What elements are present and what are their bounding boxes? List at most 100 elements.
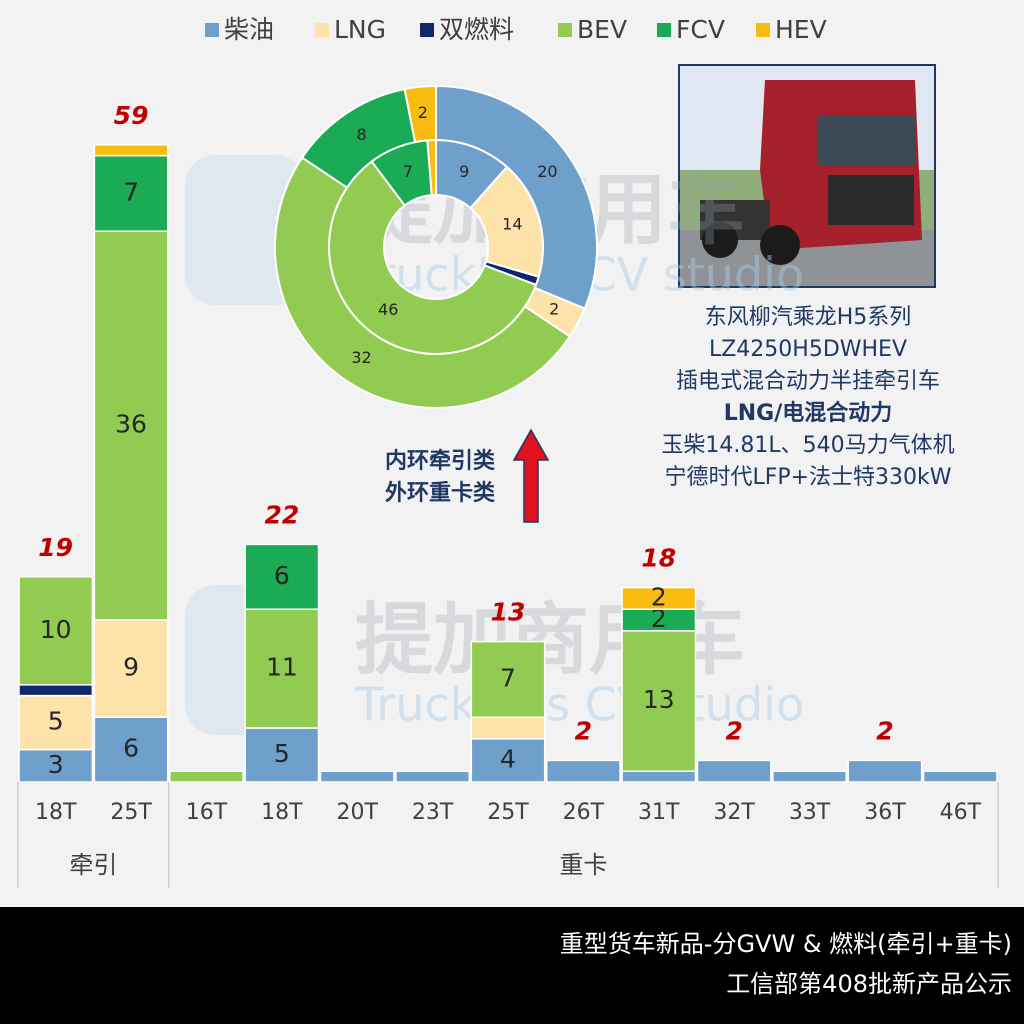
total-label: 19 bbox=[38, 533, 73, 562]
data-label: 2 bbox=[651, 604, 667, 633]
data-label: 3 bbox=[48, 750, 64, 779]
donut-label: 14 bbox=[502, 214, 522, 233]
watermark-logo bbox=[185, 155, 305, 305]
donut-label: 9 bbox=[459, 162, 469, 181]
caption-line: 东风柳汽乘龙H5系列 bbox=[705, 305, 912, 330]
bar-segment bbox=[621, 586, 697, 610]
data-label: 11 bbox=[266, 653, 298, 682]
bar-segment bbox=[18, 576, 94, 686]
data-label: 4 bbox=[500, 744, 516, 773]
data-label: 5 bbox=[48, 707, 64, 736]
legend-marker bbox=[420, 23, 434, 37]
x-tick-label: 20T bbox=[337, 800, 379, 825]
caption-line: LZ4250H5DWHEV bbox=[709, 337, 907, 362]
bar-segment bbox=[244, 543, 320, 610]
bar-segment bbox=[395, 770, 471, 783]
donut-label: 46 bbox=[378, 300, 398, 319]
photo-wheel bbox=[760, 225, 800, 265]
x-tick-label: 46T bbox=[940, 800, 982, 825]
bar-segment bbox=[545, 759, 621, 783]
annotation: 外环重卡类 bbox=[385, 480, 496, 506]
group-label: 重卡 bbox=[559, 851, 607, 879]
x-tick-label: 31T bbox=[638, 800, 680, 825]
donut-label: 8 bbox=[356, 125, 366, 144]
bar-segment bbox=[93, 619, 169, 718]
x-tick-label: 23T bbox=[412, 800, 454, 825]
x-tick-label: 33T bbox=[789, 800, 831, 825]
annotation: 内环牵引类 bbox=[385, 449, 496, 474]
total-label: 18 bbox=[641, 544, 676, 573]
bar-segment bbox=[847, 759, 923, 783]
data-label: 7 bbox=[123, 177, 139, 206]
legend-label: BEV bbox=[577, 15, 627, 44]
legend-marker bbox=[205, 23, 219, 37]
footer-band bbox=[0, 907, 1024, 1024]
data-label: 6 bbox=[123, 734, 139, 763]
bar-segment bbox=[93, 144, 169, 157]
total-label: 2 bbox=[876, 716, 893, 745]
x-tick-label: 36T bbox=[864, 800, 906, 825]
donut-label: 2 bbox=[418, 103, 428, 122]
bar-segment bbox=[772, 770, 847, 783]
data-label: 5 bbox=[274, 739, 290, 768]
x-tick-label: 32T bbox=[713, 800, 755, 825]
legend-label: 双燃料 bbox=[439, 15, 514, 44]
x-tick-label: 26T bbox=[563, 800, 605, 825]
data-label: 2 bbox=[651, 582, 667, 611]
legend-marker bbox=[657, 23, 671, 37]
bar-segment bbox=[18, 694, 94, 751]
bar-segment bbox=[470, 640, 546, 718]
donut-label: 2 bbox=[549, 300, 559, 319]
bar-segment bbox=[244, 727, 320, 783]
data-label: 13 bbox=[643, 685, 675, 714]
legend-marker bbox=[315, 23, 329, 37]
donut-segment bbox=[435, 84, 598, 310]
donut-segment bbox=[403, 84, 437, 144]
bar-segment bbox=[470, 716, 546, 740]
caption-line: 插电式混合动力半挂牵引车 bbox=[676, 369, 940, 394]
legend-marker bbox=[756, 23, 770, 37]
legend-label: LNG bbox=[334, 15, 386, 44]
legend-marker bbox=[558, 23, 572, 37]
bar-segment bbox=[93, 230, 169, 621]
total-label: 59 bbox=[114, 101, 149, 130]
bar-segment bbox=[319, 770, 395, 783]
photo-wheel bbox=[702, 222, 738, 258]
x-tick-label: 16T bbox=[186, 800, 228, 825]
caption-line: LNG/电混合动力 bbox=[724, 400, 893, 426]
donut-label: 32 bbox=[351, 348, 371, 367]
donut-label: 20 bbox=[537, 162, 557, 181]
footer-line: 工信部第408批新产品公示 bbox=[726, 970, 1012, 998]
caption-line: 玉柴14.81L、540马力气体机 bbox=[661, 433, 954, 458]
data-label: 9 bbox=[123, 653, 139, 682]
x-tick-label: 18T bbox=[261, 800, 303, 825]
total-label: 2 bbox=[725, 716, 742, 745]
photo-caption: 东风柳汽乘龙H5系列 LZ4250H5DWHEV 插电式混合动力半挂牵引车 LNG/电… bbox=[661, 305, 954, 490]
bar-segment bbox=[621, 770, 697, 783]
photo bbox=[678, 64, 936, 288]
legend-label: FCV bbox=[676, 15, 725, 44]
donut-label: 7 bbox=[403, 162, 413, 181]
total-label: 2 bbox=[575, 716, 592, 745]
arrow bbox=[512, 428, 550, 523]
caption-line: 宁德时代LFP+法士特330kW bbox=[664, 465, 951, 490]
bar-segment bbox=[18, 748, 94, 783]
bar-segment bbox=[922, 770, 998, 783]
data-label: 6 bbox=[274, 561, 290, 590]
group-label: 牵引 bbox=[69, 851, 117, 879]
data-label: 10 bbox=[40, 615, 72, 644]
legend-label: 柴油 bbox=[224, 15, 274, 44]
bar-segment bbox=[18, 684, 94, 697]
bar-segment bbox=[696, 759, 772, 783]
data-label: 7 bbox=[500, 663, 516, 692]
x-tick-label: 25T bbox=[110, 800, 152, 825]
x-tick-label: 18T bbox=[35, 800, 77, 825]
bar-segment bbox=[621, 630, 697, 772]
legend-label: HEV bbox=[775, 15, 827, 44]
x-tick-label: 25T bbox=[487, 800, 529, 825]
total-label: 22 bbox=[264, 500, 299, 529]
bar-segment bbox=[169, 770, 244, 783]
photo-windshield bbox=[818, 115, 916, 165]
total-label: 13 bbox=[491, 598, 526, 627]
